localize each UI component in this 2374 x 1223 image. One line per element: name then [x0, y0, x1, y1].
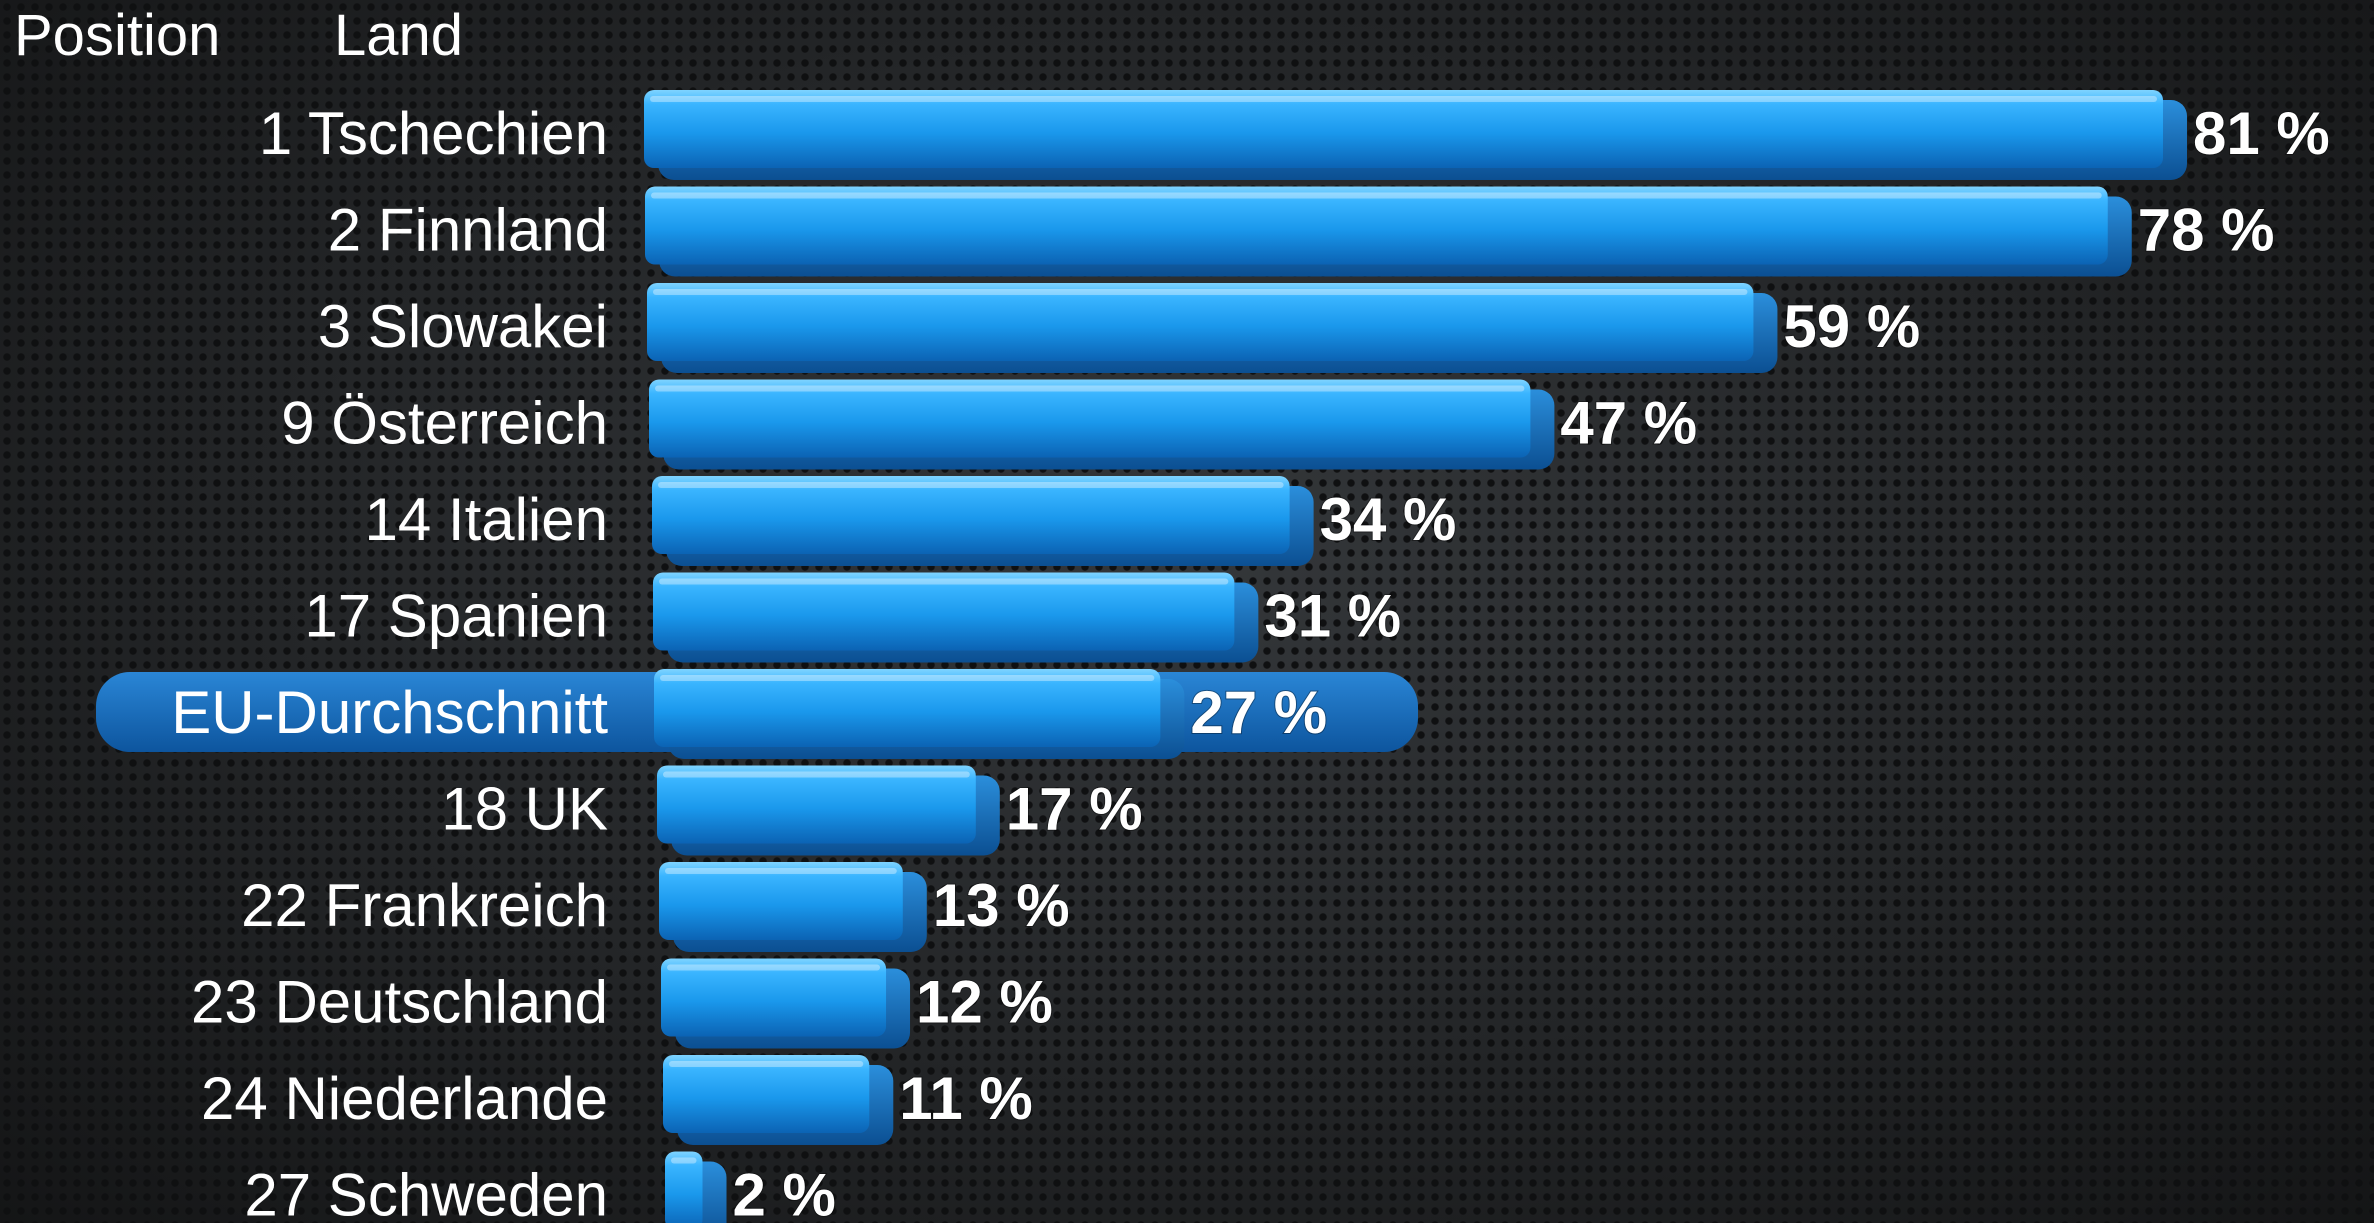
- bar: [659, 862, 903, 940]
- category-label: 1 Tschechien: [259, 100, 608, 167]
- category-label: 24 Niederlande: [201, 1065, 608, 1132]
- bar: [654, 669, 1161, 747]
- category-label: 2 Finnland: [328, 197, 608, 264]
- category-label: 18 UK: [441, 776, 608, 843]
- header-country: Land: [334, 3, 464, 68]
- bar: [647, 283, 1754, 361]
- bar: [645, 186, 2108, 265]
- header-position: Position: [14, 3, 221, 68]
- value-label: 34 %: [1320, 486, 1457, 553]
- bar-shine: [655, 385, 1525, 392]
- category-label: 23 Deutschland: [191, 969, 608, 1036]
- category-label: 3 Slowakei: [318, 293, 608, 360]
- bar-shine: [667, 964, 881, 971]
- value-label: 11 %: [899, 1065, 1032, 1132]
- bar: [652, 476, 1290, 554]
- bar: [661, 958, 887, 1037]
- bar-shine: [659, 578, 1229, 585]
- bar-shine: [660, 675, 1155, 681]
- category-label: 9 Österreich: [281, 390, 608, 457]
- bar-shine: [658, 482, 1284, 488]
- category-label: 22 Frankreich: [241, 872, 608, 939]
- bar-shine: [671, 1157, 697, 1164]
- category-label: EU-Durchschnitt: [171, 679, 608, 746]
- value-label: 47 %: [1560, 390, 1697, 457]
- category-label: 14 Italien: [364, 486, 608, 553]
- bar-shine: [665, 868, 897, 874]
- bar-shine: [669, 1061, 864, 1067]
- bar: [665, 1151, 703, 1223]
- category-label: 27 Schweden: [244, 1162, 608, 1223]
- bar: [649, 379, 1531, 458]
- value-label: 31 %: [1264, 583, 1401, 650]
- bar-shine: [651, 192, 2102, 199]
- value-label: 13 %: [933, 872, 1070, 939]
- value-label: 81 %: [2193, 100, 2330, 167]
- category-label: 17 Spanien: [304, 583, 608, 650]
- bar: [644, 90, 2163, 168]
- value-label: 17 %: [1006, 776, 1143, 843]
- value-label: 78 %: [2138, 197, 2275, 264]
- value-label: 2 %: [733, 1162, 836, 1223]
- bar-shine: [650, 96, 2157, 102]
- value-label: 27 %: [1190, 679, 1327, 746]
- value-label: 59 %: [1783, 293, 1920, 360]
- value-label: 12 %: [916, 969, 1053, 1036]
- bar: [663, 1055, 870, 1133]
- bar: [657, 765, 976, 844]
- bar: [653, 572, 1235, 651]
- bar-shine: [653, 289, 1748, 295]
- bar-shine: [663, 771, 970, 778]
